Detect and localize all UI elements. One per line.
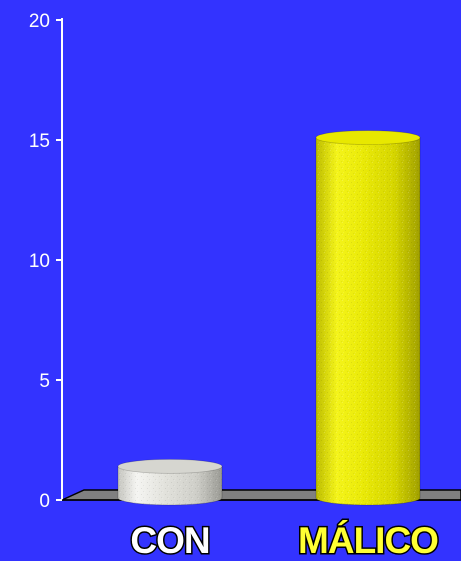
y-tick-label: 10: [29, 251, 50, 272]
x-tick-label: CON: [130, 520, 209, 561]
bar-málico: [315, 130, 421, 506]
y-tick-label: 0: [39, 491, 50, 512]
y-tick-label: 5: [39, 371, 50, 392]
bar-texture: [118, 466, 222, 505]
bar-top: [315, 130, 421, 146]
bar-con: [117, 458, 223, 506]
y-tick-label: 15: [29, 131, 50, 152]
bar-top: [117, 458, 223, 474]
bar-texture: [316, 137, 420, 505]
x-tick-label: MÁLICO: [298, 520, 438, 561]
y-tick-label: 20: [29, 11, 50, 32]
